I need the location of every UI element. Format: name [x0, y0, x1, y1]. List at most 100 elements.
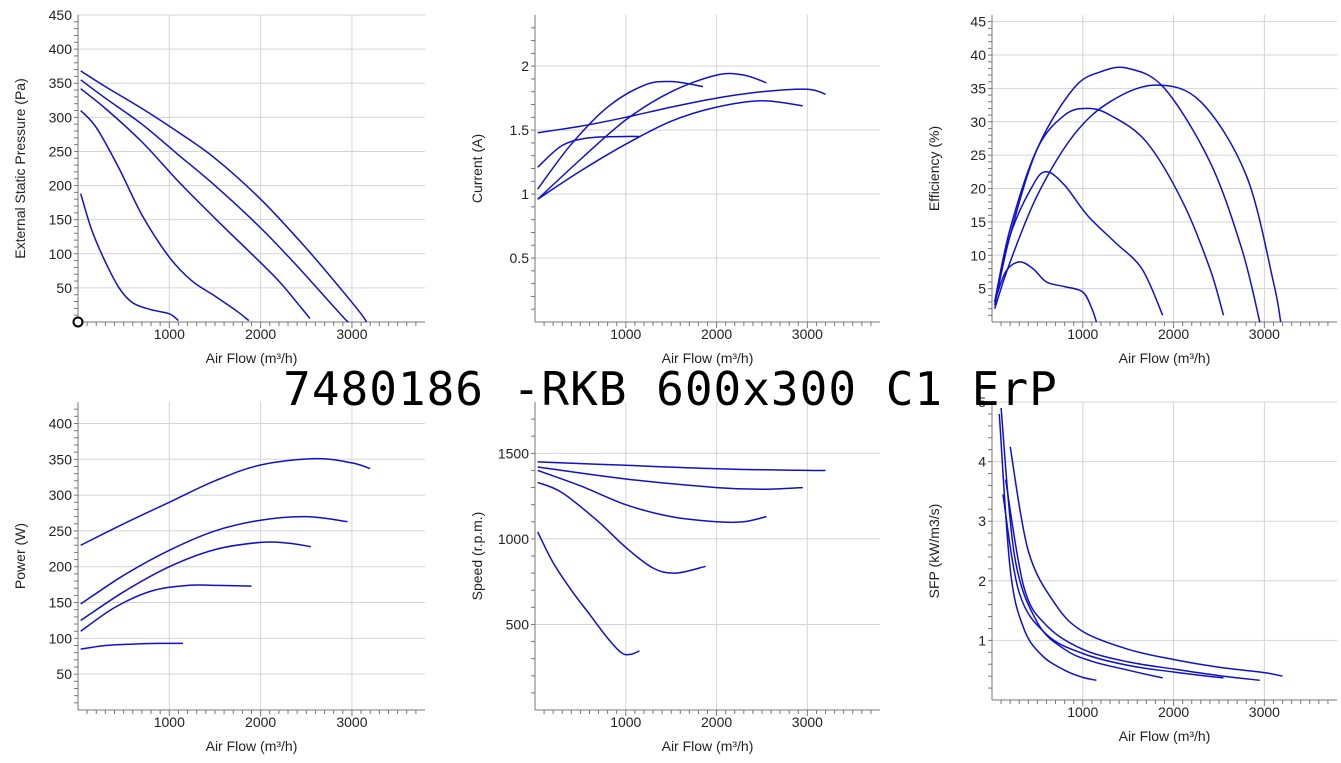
- chart-1: 1000 2000 3000 50 100 150 200 250 300 350 400 450 Ai…: [12, 7, 425, 366]
- x-tick-label: 1000: [610, 714, 641, 730]
- series-line-3: [537, 72, 767, 200]
- y-tick-label: 350: [49, 75, 73, 91]
- x-tick-label: 3000: [792, 714, 823, 730]
- y-tick-label: 500: [506, 616, 530, 632]
- y-tick-label: 400: [49, 415, 73, 431]
- x-tick-label: 1000: [154, 714, 185, 730]
- series-line-4: [80, 109, 250, 322]
- y-tick-label: 30: [970, 114, 986, 130]
- y-tick-label: 2: [521, 58, 529, 74]
- chart-6: 1000 2000 3000 1 2 3 4 5 Air Flow (m³/h) SFP (kW/…: [926, 394, 1337, 744]
- y-tick-label: 1000: [498, 531, 529, 547]
- chart-4: 1000 2000 3000 50 100 150 200 250 300 350 400 Air F…: [12, 402, 425, 754]
- y-tick-label: 10: [970, 247, 986, 263]
- y-axis-label: SFP (kW/m3/s): [926, 504, 942, 599]
- x-tick-label: 2000: [701, 714, 732, 730]
- y-tick-label: 200: [49, 178, 73, 194]
- series-line-5: [537, 531, 640, 656]
- y-tick-label: 50: [56, 666, 72, 682]
- series-line-2: [537, 466, 803, 491]
- y-tick-label: 5: [978, 281, 986, 297]
- y-tick-label: 0.5: [510, 250, 530, 266]
- y-tick-label: 250: [49, 523, 73, 539]
- series-line-4: [80, 584, 252, 632]
- x-tick-label: 1000: [154, 326, 185, 342]
- series-line-1: [80, 457, 371, 546]
- series-line-4: [537, 80, 704, 190]
- y-tick-label: 100: [49, 246, 73, 262]
- series-line-3: [993, 107, 1225, 316]
- series-line-3: [1002, 494, 1224, 679]
- series-line-4: [1000, 407, 1163, 679]
- chart-3: 1000 2000 3000 5 10 15 20 25 30 35 40 45 Air Flow (m…: [926, 14, 1337, 366]
- origin-marker[interactable]: [72, 316, 84, 328]
- y-tick-label: 2: [978, 573, 986, 589]
- x-tick-label: 1000: [610, 326, 641, 342]
- x-tick-label: 3000: [1249, 326, 1280, 342]
- y-tick-label: 5: [978, 394, 986, 410]
- y-tick-label: 50: [56, 280, 72, 296]
- y-tick-label: 150: [49, 595, 73, 611]
- series-line-1: [1009, 446, 1283, 677]
- series-line-5: [537, 135, 640, 168]
- series-line-4: [993, 171, 1164, 316]
- y-tick-label: 1: [978, 632, 986, 648]
- x-axis-label: Air Flow (m³/h): [1119, 728, 1211, 744]
- y-axis-label: Efficiency (%): [926, 126, 942, 211]
- chart-2: 1000 2000 3000 0.5 1 1.5 2 Air Flow (m³/h) Curre…: [469, 15, 880, 366]
- x-tick-label: 1000: [1067, 326, 1098, 342]
- x-tick-label: 2000: [245, 714, 276, 730]
- series-line-2: [80, 515, 348, 605]
- product-title: 7480186 -RKB 600x300 C1 ErP: [283, 362, 1058, 416]
- y-tick-label: 350: [49, 451, 73, 467]
- series-line-3: [537, 469, 767, 524]
- series-line-2: [1004, 479, 1260, 682]
- series-line-3: [80, 88, 311, 320]
- y-tick-label: 3: [978, 513, 986, 529]
- x-tick-label: 2000: [245, 326, 276, 342]
- x-tick-label: 3000: [336, 326, 367, 342]
- y-axis-label: Speed (r.p.m.): [469, 512, 485, 601]
- y-tick-label: 250: [49, 143, 73, 159]
- x-tick-label: 3000: [792, 326, 823, 342]
- series-line-2: [537, 99, 803, 200]
- x-axis-label: Air Flow (m³/h): [662, 738, 754, 754]
- y-tick-label: 300: [49, 487, 73, 503]
- x-axis-label: Air Flow (m³/h): [206, 738, 298, 754]
- series-line-5: [998, 413, 1097, 682]
- series-line-2: [80, 79, 349, 323]
- x-axis-label: Air Flow (m³/h): [662, 350, 754, 366]
- series-line-4: [537, 481, 706, 574]
- y-tick-label: 1500: [498, 445, 529, 461]
- x-tick-label: 2000: [1158, 704, 1189, 720]
- x-tick-label: 3000: [1249, 704, 1280, 720]
- series-line-3: [80, 541, 312, 622]
- x-tick-label: 1000: [1067, 704, 1098, 720]
- y-tick-label: 1: [521, 186, 529, 202]
- y-tick-label: 45: [970, 14, 986, 30]
- series-line-1: [537, 88, 826, 134]
- series-line-5: [80, 642, 184, 650]
- x-tick-label: 2000: [1158, 326, 1189, 342]
- y-tick-label: 450: [49, 7, 73, 23]
- chart-5: 1000 2000 3000 500 1000 1500 Air Flow (m³/h) Sp…: [469, 402, 880, 754]
- y-tick-label: 300: [49, 109, 73, 125]
- y-tick-label: 4: [978, 454, 986, 470]
- y-tick-label: 150: [49, 212, 73, 228]
- y-tick-label: 400: [49, 41, 73, 57]
- x-axis-label: Air Flow (m³/h): [206, 350, 298, 366]
- x-tick-label: 3000: [336, 714, 367, 730]
- series-line-5: [79, 193, 179, 322]
- x-axis-label: Air Flow (m³/h): [1119, 350, 1211, 366]
- y-axis-label: Power (W): [12, 523, 28, 589]
- series-line-1: [993, 84, 1282, 323]
- series-line-2: [993, 66, 1261, 323]
- y-tick-label: 40: [970, 47, 986, 63]
- y-tick-label: 200: [49, 559, 73, 575]
- y-axis-label: External Static Pressure (Pa): [12, 78, 28, 259]
- y-tick-label: 35: [970, 80, 986, 96]
- series-line-1: [537, 461, 826, 472]
- y-axis-label: Current (A): [469, 134, 485, 203]
- y-tick-label: 20: [970, 181, 986, 197]
